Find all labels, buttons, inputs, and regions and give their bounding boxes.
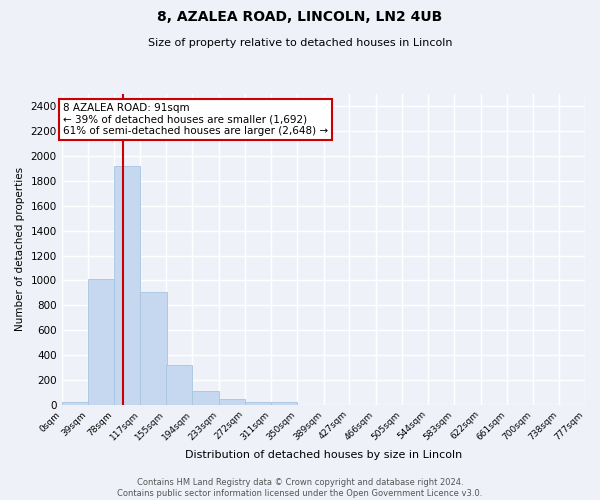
Bar xyxy=(140,292,167,405)
Bar xyxy=(88,279,114,404)
Bar xyxy=(218,398,245,404)
Bar xyxy=(114,166,140,404)
Bar xyxy=(245,402,271,404)
Y-axis label: Number of detached properties: Number of detached properties xyxy=(15,168,25,332)
Text: 8 AZALEA ROAD: 91sqm
← 39% of detached houses are smaller (1,692)
61% of semi-de: 8 AZALEA ROAD: 91sqm ← 39% of detached h… xyxy=(63,102,328,136)
X-axis label: Distribution of detached houses by size in Lincoln: Distribution of detached houses by size … xyxy=(185,450,462,460)
Bar xyxy=(193,391,218,404)
Bar xyxy=(166,365,193,405)
Text: Size of property relative to detached houses in Lincoln: Size of property relative to detached ho… xyxy=(148,38,452,48)
Text: 8, AZALEA ROAD, LINCOLN, LN2 4UB: 8, AZALEA ROAD, LINCOLN, LN2 4UB xyxy=(157,10,443,24)
Bar xyxy=(62,402,88,404)
Text: Contains HM Land Registry data © Crown copyright and database right 2024.
Contai: Contains HM Land Registry data © Crown c… xyxy=(118,478,482,498)
Bar xyxy=(271,402,298,404)
